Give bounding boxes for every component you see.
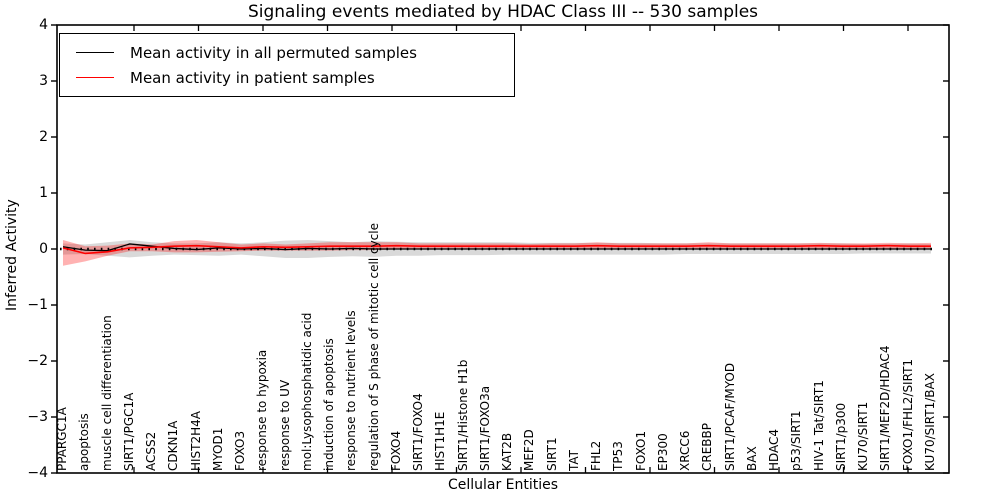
y-tick-label: 0 <box>39 241 48 257</box>
x-category-label: mol:Lysophosphatidic acid <box>299 312 314 471</box>
x-category-label: XRCC6 <box>678 430 693 471</box>
x-category-label: HDAC4 <box>767 428 782 471</box>
x-category-label: HIST2H4A <box>188 410 203 471</box>
chart-title: Signaling events mediated by HDAC Class … <box>247 2 759 22</box>
x-category-label: muscle cell differentiation <box>99 315 114 471</box>
patient-line-swatch-icon <box>76 77 114 78</box>
x-category-label: SIRT1/FOXO4 <box>411 393 426 471</box>
x-category-label: response to hypoxia <box>255 349 270 471</box>
x-axis-label: Cellular Entities <box>447 477 559 493</box>
y-tick-label: −1 <box>27 297 48 313</box>
y-tick-label: 2 <box>39 129 48 145</box>
x-category-label: FOXO4 <box>388 430 403 471</box>
x-category-label: FOXO1 <box>633 430 648 471</box>
x-category-label: EP300 <box>655 433 670 471</box>
permuted-mean-line <box>62 243 931 252</box>
x-category-label: HIST1H1E <box>433 411 448 471</box>
x-category-label: SIRT1/Histone H1b <box>455 359 470 471</box>
y-tick-label: 3 <box>39 73 48 89</box>
legend-label-patient: Mean activity in patient samples <box>130 68 375 87</box>
x-category-label: KU70/SIRT1/BAX <box>923 373 937 471</box>
x-category-label: MYOD1 <box>210 427 225 471</box>
x-category-label: TAT <box>566 449 581 471</box>
x-category-label: CREBBP <box>700 423 715 471</box>
x-category-label: HIV-1 Tat/SIRT1 <box>811 380 826 471</box>
legend-label-permuted: Mean activity in all permuted samples <box>130 43 417 62</box>
x-category-label: apoptosis <box>77 413 92 471</box>
y-tick-label: −4 <box>27 465 48 481</box>
x-category-label: SIRT1/FOXO3a <box>477 385 492 471</box>
x-category-label: FHL2 <box>589 440 604 471</box>
x-category-label: SIRT1 <box>544 437 559 471</box>
x-category-label: MEF2D <box>522 429 537 471</box>
x-category-label: induction of apoptosis <box>322 338 337 471</box>
x-category-label: CDKN1A <box>166 420 181 471</box>
x-category-label: TP53 <box>611 441 626 471</box>
x-category-label: FOXO1/FHL2/SIRT1 <box>900 358 915 471</box>
patient-mean-line <box>62 244 931 255</box>
y-tick-label: 4 <box>39 17 48 33</box>
x-category-label: response to UV <box>277 379 292 471</box>
x-category-label: SIRT1/PGC1A <box>121 392 136 471</box>
x-category-label: SIRT1/p300 <box>833 402 848 471</box>
x-category-label: PPARGC1A <box>55 407 69 471</box>
y-tick-label: −3 <box>27 409 48 425</box>
x-category-label: SIRT1/MEF2D/HDAC4 <box>878 345 893 471</box>
permuted-line-swatch-icon <box>76 52 114 53</box>
x-category-label: response to nutrient levels <box>344 310 359 471</box>
x-category-label: KU70/SIRT1 <box>856 401 871 471</box>
x-category-label: SIRT1/PCAF/MYOD <box>722 362 737 471</box>
x-category-label: p53/SIRT1 <box>789 410 804 471</box>
x-category-label: KAT2B <box>500 432 515 471</box>
x-category-label: ACSS2 <box>144 431 159 471</box>
x-category-label: FOXO3 <box>233 430 248 471</box>
x-category-label: BAX <box>744 446 759 471</box>
y-tick-label: 1 <box>39 185 48 201</box>
y-tick-label: −2 <box>27 353 48 369</box>
x-category-label: regulation of S phase of mitotic cell cy… <box>366 223 381 471</box>
legend-entry-permuted: Mean activity in all permuted samples <box>60 42 514 64</box>
legend-entry-patient: Mean activity in patient samples <box>60 67 514 89</box>
legend-box: Mean activity in all permuted samples Me… <box>59 33 515 97</box>
